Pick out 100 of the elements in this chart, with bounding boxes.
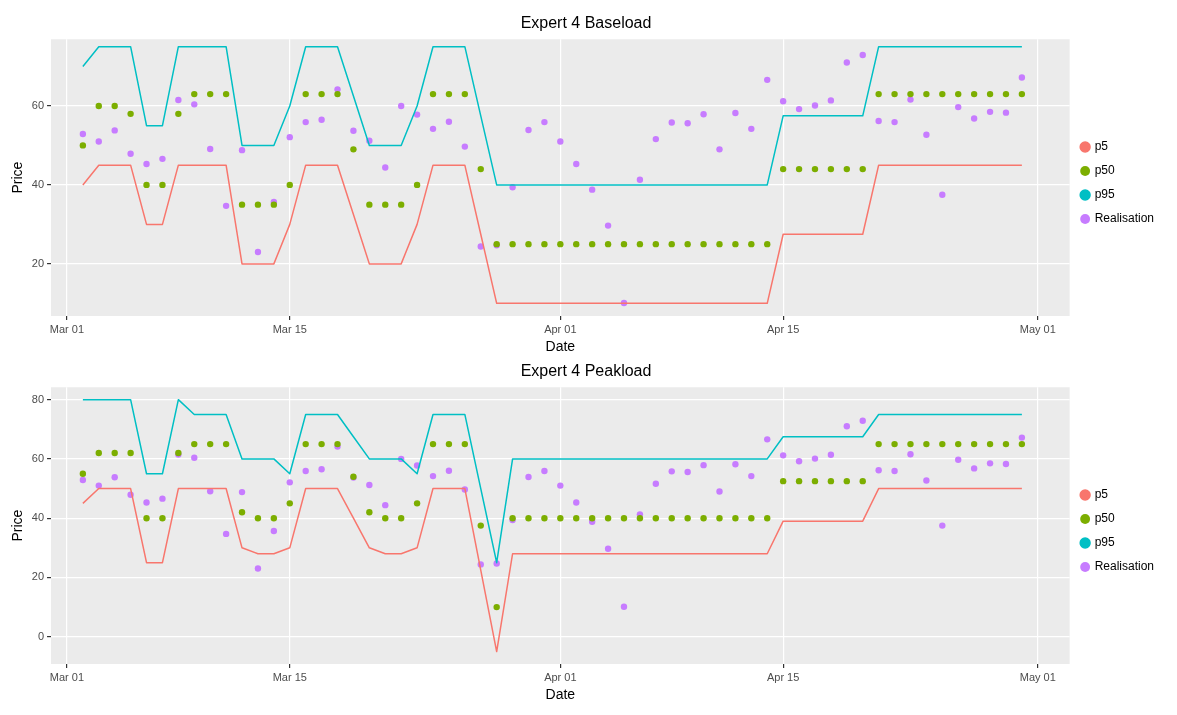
point [779, 165, 787, 173]
point [397, 201, 405, 208]
point [318, 440, 325, 448]
point [620, 514, 628, 522]
point [350, 127, 357, 135]
point [573, 499, 580, 506]
point [652, 240, 660, 248]
point [986, 460, 994, 467]
point [636, 176, 644, 183]
point [859, 165, 866, 173]
point [716, 146, 723, 153]
point [191, 90, 198, 98]
point [206, 145, 214, 153]
legend-label: p50 [1094, 163, 1115, 178]
point [1018, 434, 1026, 441]
point [652, 514, 660, 522]
point [764, 240, 771, 248]
legend-label: Realisation [1094, 559, 1155, 574]
point [923, 440, 930, 448]
y-tick-label: 20 [31, 570, 45, 583]
point [684, 468, 691, 476]
point [907, 450, 914, 458]
point [254, 514, 262, 522]
point [111, 474, 118, 481]
y-axis-title: Price [9, 161, 26, 194]
point [779, 97, 787, 105]
point [175, 110, 182, 118]
point [286, 133, 293, 141]
point [1002, 109, 1010, 116]
point [843, 165, 851, 173]
legend-label: p95 [1094, 187, 1115, 202]
x-tick-label: May 01 [1019, 670, 1056, 683]
point [445, 118, 453, 125]
point [891, 440, 898, 448]
point [1018, 90, 1026, 98]
point [286, 500, 293, 507]
point [986, 90, 994, 98]
point [923, 131, 930, 138]
x-tick-label: Mar 15 [272, 670, 307, 683]
point [907, 440, 914, 448]
point [222, 530, 230, 538]
point [843, 423, 851, 430]
point [891, 118, 898, 126]
point [111, 102, 118, 110]
point [923, 90, 930, 98]
point [318, 466, 325, 473]
point [811, 455, 819, 462]
point [907, 96, 914, 103]
point [573, 514, 580, 522]
point [939, 191, 946, 198]
point [429, 125, 437, 133]
point [859, 477, 866, 485]
point [700, 111, 707, 118]
point [764, 436, 771, 443]
point [238, 201, 246, 208]
legend-label: p50 [1094, 511, 1115, 526]
point [955, 456, 962, 464]
point [795, 458, 803, 465]
y-tick-label: 40 [31, 511, 45, 524]
point [939, 90, 946, 98]
point [636, 514, 644, 522]
point [541, 514, 548, 522]
y-tick-label: 20 [31, 256, 45, 269]
x-axis-title: Date [545, 338, 576, 355]
point [318, 90, 325, 98]
point [397, 102, 405, 110]
y-tick-label: 60 [31, 98, 45, 111]
point [302, 440, 309, 448]
point [397, 514, 405, 522]
point [525, 240, 532, 248]
point [270, 527, 278, 535]
point [413, 181, 421, 189]
point [95, 449, 102, 457]
point [986, 108, 994, 116]
point [206, 488, 214, 495]
y-axis-title: Price [9, 509, 26, 542]
point [95, 138, 102, 145]
point [238, 509, 246, 516]
point [509, 240, 516, 248]
point [827, 477, 835, 485]
point [525, 473, 532, 481]
legend-label: Realisation [1094, 211, 1155, 226]
point [429, 90, 437, 98]
point [557, 514, 564, 522]
point [95, 482, 102, 489]
point [652, 480, 660, 488]
x-tick-label: Mar 01 [49, 670, 85, 683]
point [557, 138, 564, 145]
point [366, 509, 373, 516]
point [668, 468, 675, 475]
point [254, 201, 262, 208]
point [811, 477, 819, 485]
point [986, 440, 994, 448]
point [859, 417, 866, 424]
point [748, 125, 755, 133]
point [588, 514, 596, 522]
point [493, 603, 500, 611]
point [891, 90, 898, 98]
point [636, 240, 644, 248]
legend-label: p5 [1094, 139, 1109, 154]
